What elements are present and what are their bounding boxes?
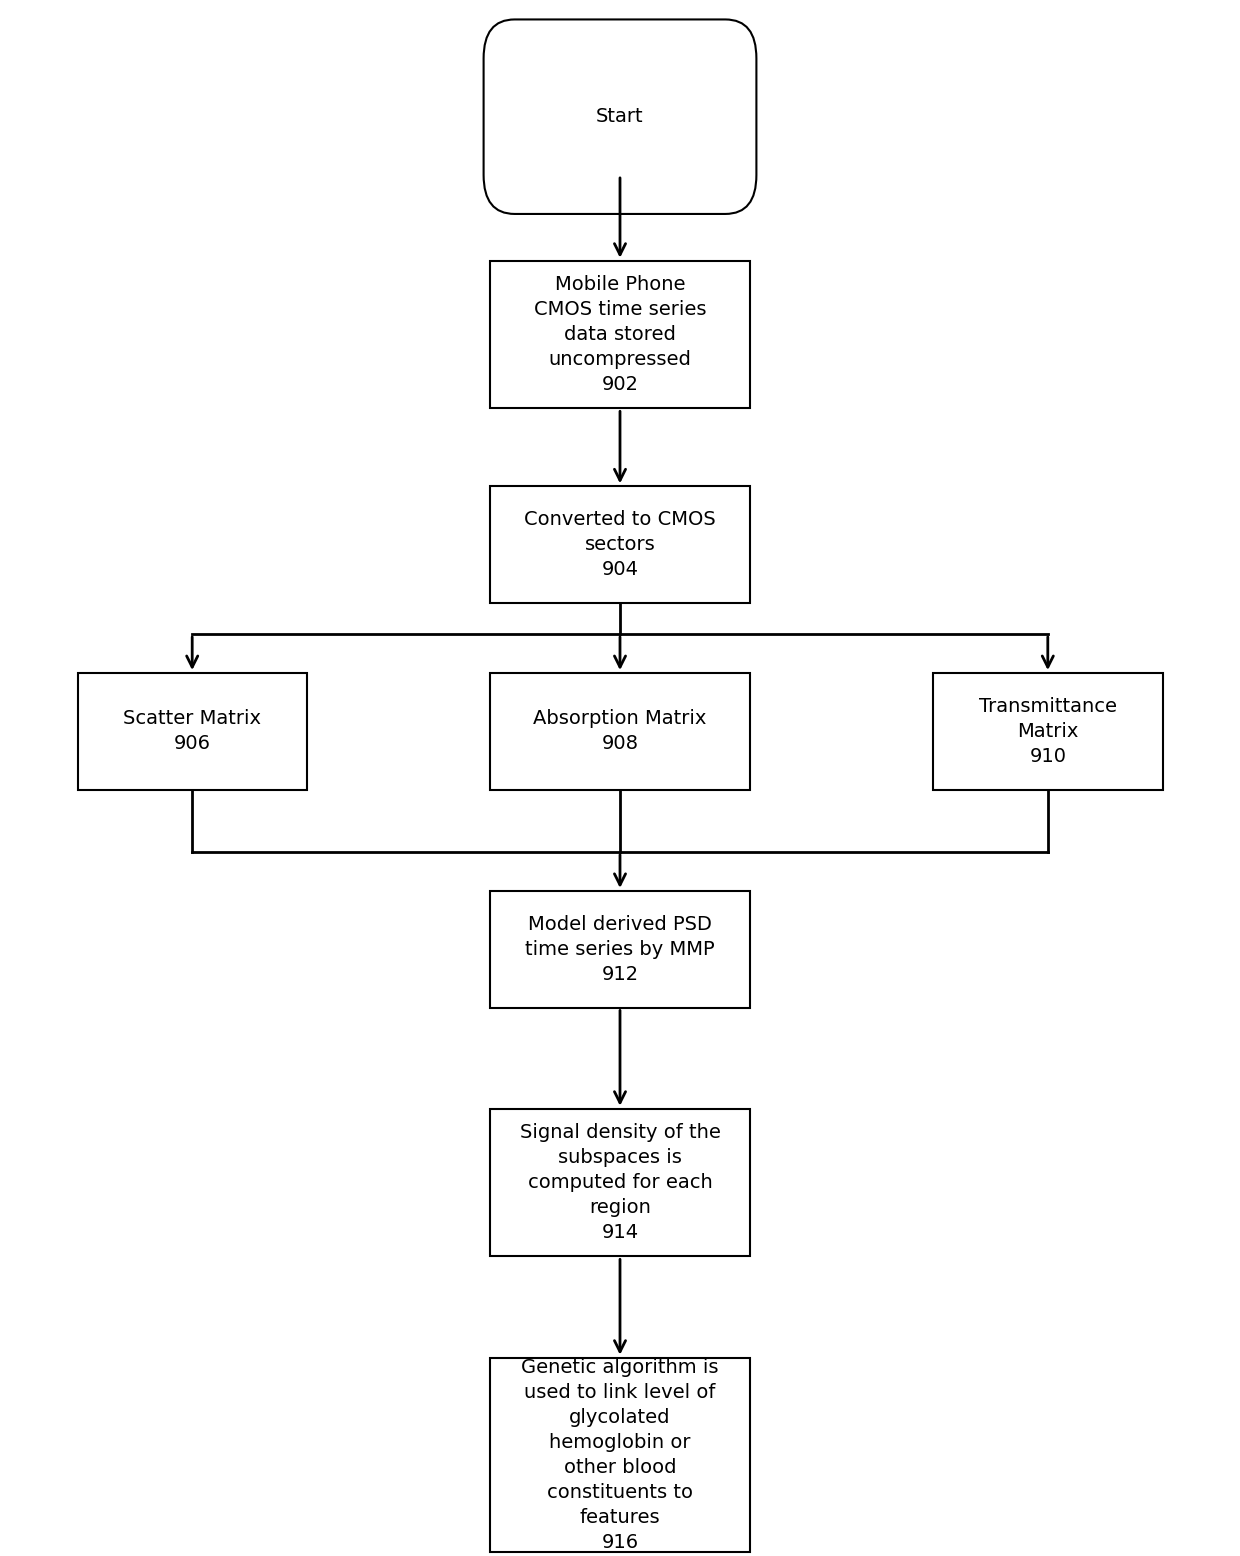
Bar (490, 260, 750, 408)
Text: Mobile Phone
CMOS time series
data stored
uncompressed
902: Mobile Phone CMOS time series data store… (533, 275, 707, 394)
Text: Genetic algorithm is
used to link level of
glycolated
hemoglobin or
other blood
: Genetic algorithm is used to link level … (521, 1358, 719, 1551)
Text: Signal density of the
subspaces is
computed for each
region
914: Signal density of the subspaces is compu… (520, 1123, 720, 1242)
Bar (490, 890, 750, 1008)
Text: Start: Start (596, 107, 644, 126)
Text: Transmittance
Matrix
910: Transmittance Matrix 910 (978, 697, 1117, 766)
Text: Converted to CMOS
sectors
904: Converted to CMOS sectors 904 (525, 510, 715, 579)
Bar (490, 674, 750, 790)
FancyBboxPatch shape (484, 19, 756, 213)
Text: Model derived PSD
time series by MMP
912: Model derived PSD time series by MMP 912 (526, 915, 714, 983)
Bar (490, 1108, 750, 1257)
Bar (490, 1357, 750, 1553)
Bar (77, 674, 306, 790)
Text: Scatter Matrix
906: Scatter Matrix 906 (123, 710, 262, 753)
Bar (490, 485, 750, 602)
Text: Absorption Matrix
908: Absorption Matrix 908 (533, 710, 707, 753)
Bar (932, 674, 1163, 790)
